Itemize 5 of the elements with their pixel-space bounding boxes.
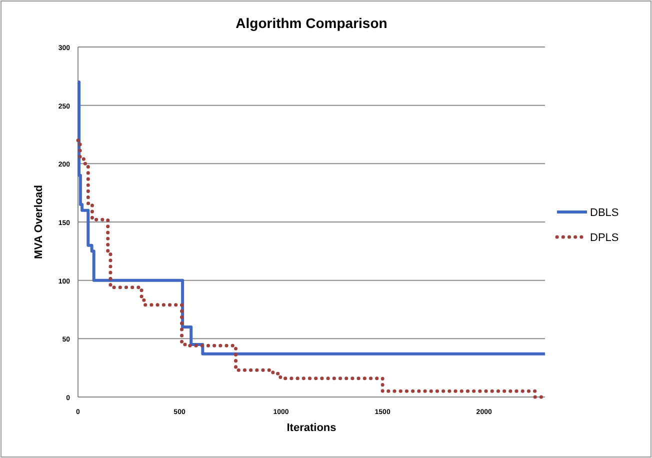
legend-label: DBLS xyxy=(590,207,619,219)
legend-label: DPLS xyxy=(590,232,619,244)
y-axis-title: MVA Overload xyxy=(33,185,45,259)
x-axis-title: Iterations xyxy=(286,422,336,434)
chart-title: Algorithm Comparison xyxy=(236,15,388,31)
